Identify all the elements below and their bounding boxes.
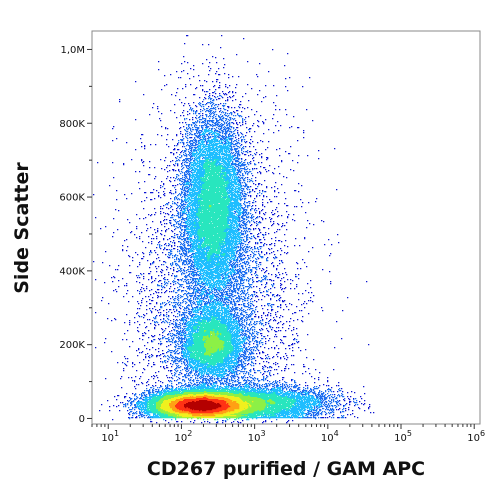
axes: 0 200K 400K 600K 800K 1,0M 101 102 103 104 105 106 — [59, 45, 485, 444]
plot-frame — [91, 30, 481, 425]
density-level-7 — [175, 397, 231, 414]
y-tick-label: 400K — [59, 266, 85, 277]
y-tick-label: 0 — [79, 414, 85, 425]
x-tick-label: 105 — [394, 429, 412, 444]
density-level-3 — [147, 159, 298, 421]
y-tick-label: 800K — [59, 119, 85, 130]
y-tick-label: 600K — [59, 193, 85, 204]
x-tick-label: 104 — [321, 429, 339, 444]
x-tick-label: 103 — [248, 429, 266, 444]
y-axis-title: Side Scatter — [11, 162, 33, 294]
density-dots — [93, 35, 375, 424]
x-tick-label: 102 — [175, 429, 193, 444]
density-level-8 — [184, 400, 222, 412]
y-tick-label: 200K — [59, 340, 85, 351]
x-tick-label: 106 — [467, 429, 485, 444]
density-level-4 — [156, 205, 276, 421]
density-level-1 — [123, 91, 359, 423]
x-tick-label: 101 — [101, 429, 119, 444]
density-level-0 — [93, 35, 375, 424]
density-level-2 — [136, 128, 323, 421]
y-tick-label: 1,0M — [60, 45, 85, 56]
x-axis-title: CD267 purified / GAM APC — [147, 458, 425, 480]
